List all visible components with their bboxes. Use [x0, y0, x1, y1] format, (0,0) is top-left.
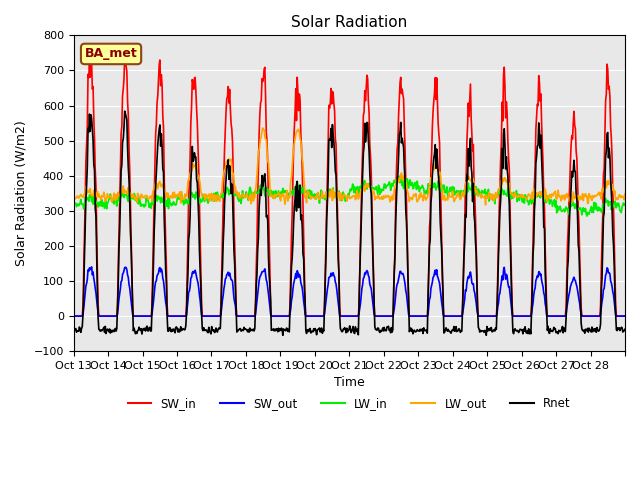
- Line: LW_in: LW_in: [74, 176, 625, 216]
- SW_out: [135, 313, 143, 319]
- Line: SW_in: SW_in: [74, 58, 625, 316]
- Rnet: [279, 333, 287, 338]
- Y-axis label: Solar Radiation (W/m2): Solar Radiation (W/m2): [15, 120, 28, 266]
- SW_out: [438, 300, 445, 305]
- Line: Rnet: Rnet: [74, 111, 625, 336]
- LW_out: [621, 191, 629, 197]
- SW_in: [135, 313, 143, 319]
- Title: Solar Radiation: Solar Radiation: [291, 15, 408, 30]
- LW_in: [396, 173, 403, 179]
- SW_in: [70, 313, 77, 319]
- LW_out: [264, 159, 271, 165]
- Rnet: [237, 326, 244, 332]
- Rnet: [408, 328, 415, 334]
- LW_in: [284, 193, 292, 199]
- SW_out: [237, 313, 244, 319]
- SW_out: [264, 285, 271, 291]
- SW_in: [621, 313, 629, 319]
- LW_in: [621, 201, 629, 207]
- Rnet: [438, 275, 446, 281]
- Rnet: [70, 329, 77, 335]
- LW_in: [438, 182, 445, 188]
- X-axis label: Time: Time: [334, 376, 365, 389]
- LW_in: [134, 201, 142, 207]
- LW_in: [583, 213, 591, 219]
- LW_in: [70, 200, 77, 206]
- LW_out: [407, 195, 415, 201]
- SW_in: [237, 313, 244, 319]
- SW_in: [264, 161, 271, 167]
- LW_out: [236, 195, 244, 201]
- SW_in: [285, 313, 292, 319]
- Line: LW_out: LW_out: [74, 128, 625, 205]
- SW_out: [88, 264, 95, 270]
- SW_in: [438, 239, 445, 244]
- LW_out: [482, 202, 490, 208]
- SW_out: [407, 313, 415, 319]
- Rnet: [121, 108, 129, 114]
- SW_in: [407, 313, 415, 319]
- LW_out: [134, 192, 142, 198]
- Legend: SW_in, SW_out, LW_in, LW_out, Rnet: SW_in, SW_out, LW_in, LW_out, Rnet: [123, 392, 576, 415]
- SW_out: [285, 313, 292, 319]
- Rnet: [264, 217, 271, 223]
- LW_out: [259, 125, 266, 131]
- Rnet: [135, 324, 143, 330]
- LW_in: [263, 188, 271, 194]
- Text: BA_met: BA_met: [84, 48, 138, 60]
- LW_out: [70, 193, 77, 199]
- SW_in: [121, 55, 129, 60]
- Line: SW_out: SW_out: [74, 267, 625, 316]
- Rnet: [621, 326, 629, 332]
- LW_in: [236, 192, 244, 198]
- Rnet: [285, 329, 293, 335]
- SW_out: [70, 313, 77, 319]
- LW_out: [438, 186, 445, 192]
- LW_in: [407, 182, 415, 188]
- SW_out: [621, 313, 629, 319]
- LW_out: [285, 194, 292, 200]
